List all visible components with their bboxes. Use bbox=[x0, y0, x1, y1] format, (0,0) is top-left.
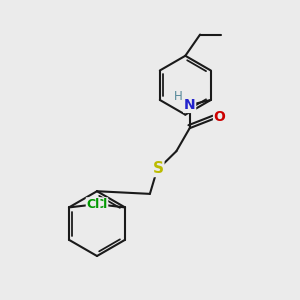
Text: Cl: Cl bbox=[86, 198, 100, 211]
Text: S: S bbox=[153, 161, 164, 176]
Text: Cl: Cl bbox=[94, 198, 107, 211]
Text: O: O bbox=[214, 110, 226, 124]
Text: H: H bbox=[174, 91, 183, 103]
Text: N: N bbox=[184, 98, 195, 112]
